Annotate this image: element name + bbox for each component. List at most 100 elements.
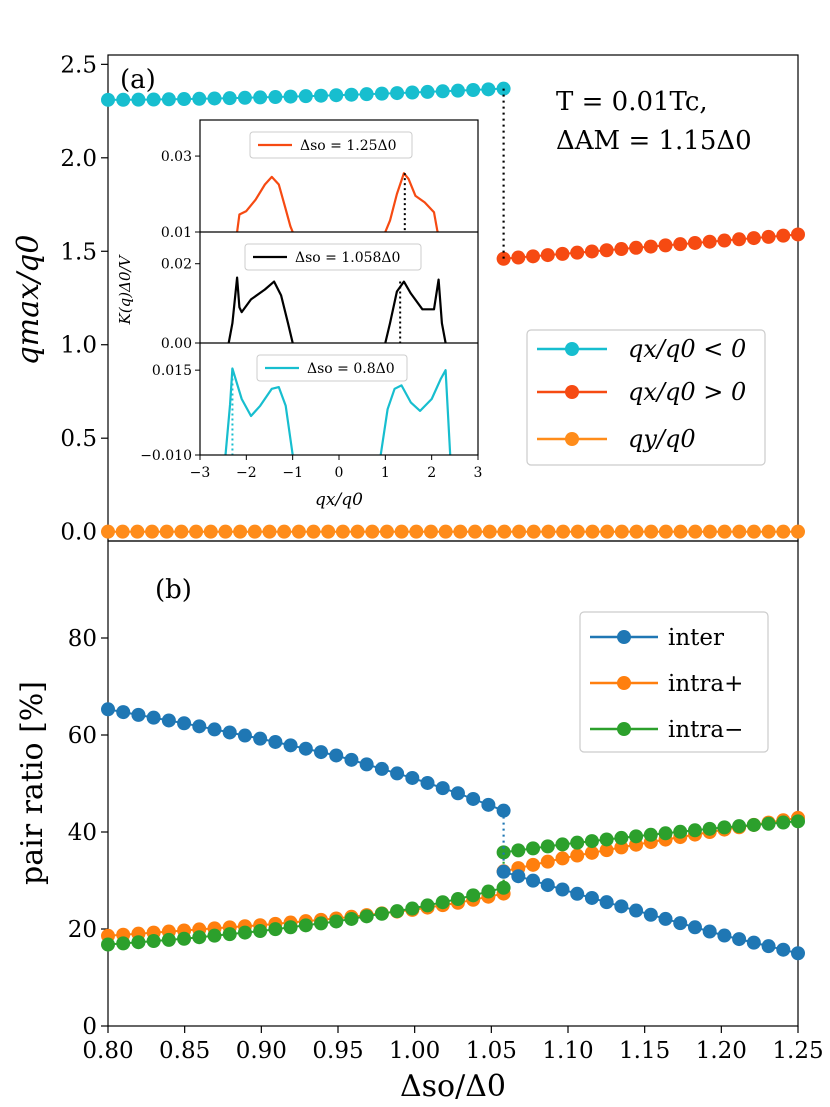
series-qx-negative-point [161,92,176,107]
series-qy-point [306,524,321,539]
panel-a-annotation-temperature: T = 0.01Tc, [556,87,708,117]
series-inter-right-point [732,932,747,947]
series-intra-plus-right-point [555,851,570,866]
x-tick-label: 1.05 [466,1038,517,1064]
series-inter-left-point [405,770,420,785]
series-qy-point [438,524,453,539]
series-inter-right-point [511,869,526,884]
series-qx-negative-point [207,91,222,106]
series-intra-minus-right-point [761,816,776,831]
panel-b-plot [101,702,805,961]
inset-x-tick-label: 3 [474,465,483,481]
series-inter-left-point [131,707,146,722]
series-inter-left-point [268,734,283,749]
series-intra-plus-right-point [540,854,555,869]
series-qy-point [614,524,629,539]
series-inter-left-point [101,702,115,717]
series-inter-right-point [746,935,761,950]
x-tick-label: 0.95 [312,1038,363,1064]
series-qy-point [145,524,160,539]
series-qx-positive-point [761,229,776,244]
series-qy-point [658,524,673,539]
series-qx-negative-point [298,89,313,104]
series-qx-negative-point [329,88,344,103]
series-qx-negative-point [101,92,115,107]
x-tick-label: 0.80 [82,1038,133,1064]
series-intra-minus-right-point [643,827,658,842]
series-intra-minus-left-point [116,936,131,951]
series-qy-point [688,524,703,539]
series-qy-point [644,524,659,539]
series-intra-minus-left-point [146,934,161,949]
series-qy-point [262,524,277,539]
series-qy-point [189,524,204,539]
legend-label-intra-plus: intra+ [668,671,743,697]
series-qy-point [277,524,292,539]
inset-legend-label: Δso = 0.8Δ0 [307,361,395,377]
series-intra-minus-left-point [450,892,465,907]
series-inter-right-point [614,899,629,914]
series-qy-point [600,524,615,539]
inset-y-tick-label: −0.010 [140,448,192,464]
panel-a-y-axis-label: qmax/q0 [11,235,46,366]
series-intra-minus-left-point [329,914,344,929]
panel-b-y-ticks: 0 20 40 60 80 [68,626,108,1040]
series-qx-negative-point [435,84,450,99]
series-qy-point [570,524,585,539]
y-tick-label: 1.5 [60,239,97,265]
y-tick-label: 2.0 [60,146,97,172]
panel-b: 0 20 40 60 80 (b) pair ratio [%] inter intra… [15,540,805,1040]
series-inter-right-point [584,890,599,905]
series-intra-minus-right-point [791,814,805,829]
series-intra-minus-left-point [374,906,389,921]
series-intra-minus-right-point [629,829,644,844]
series-qx-positive-point [526,249,541,264]
legend-label-qy: qy/q0 [628,425,696,453]
inset-curve-left [224,367,294,456]
panel-b-y-axis-label: pair ratio [%] [15,681,50,885]
y-tick-label: 1.0 [60,333,97,359]
series-qy-point [101,524,115,539]
series-qx-negative-point [283,89,298,104]
inset-legend-label: Δso = 1.25Δ0 [300,138,397,154]
series-inter-left-point [390,766,405,781]
series-intra-plus-right-point [599,843,614,858]
inset-legend-label: Δso = 1.058Δ0 [295,250,400,266]
series-intra-minus-left-point [481,884,496,899]
legend-marker-qy [565,432,579,446]
series-qy-point [468,524,483,539]
series-inter-left-point [253,731,268,746]
series-qx-positive-point [540,248,555,263]
series-qx-negative-point [177,92,192,107]
inset-content: 0.03 0.01 Δso = 1.25Δ0 0.02 0.00 Δso = 1.058Δ… [140,131,452,464]
series-qy-point [776,524,791,539]
series-inter-left-point [222,725,237,740]
legend-marker-intra-minus [617,722,631,736]
series-inter-left-point [466,791,481,806]
series-qx-negative-point [344,87,359,102]
series-intra-minus-left-point [207,928,222,943]
series-intra-minus-left-point [344,911,359,926]
series-inter-left-point [207,722,222,737]
series-qy-point [791,524,805,539]
series-intra-minus-left-point [466,888,481,903]
x-tick-label: 0.85 [159,1038,210,1064]
series-intra-minus-right-point [555,837,570,852]
inset-x-tick-label: −1 [282,465,303,481]
panel-b-label: (b) [155,575,192,605]
panel-a-y-ticks: 0.0 0.5 1.0 1.5 2.0 2.5 [60,52,108,546]
y-tick-label: 0.5 [60,426,97,452]
series-qx-positive-point [702,234,717,249]
series-qx-negative-point [314,88,329,103]
series-inter-left-point [146,710,161,725]
series-intra-minus-left-point [237,925,252,940]
series-intra-minus-right-point [687,823,702,838]
series-intra-minus-right-point [732,819,747,834]
x-tick-label: 1.00 [389,1038,440,1064]
series-inter-left-point [374,761,389,776]
series-qx-negative-point [481,82,496,97]
series-qx-positive-point [614,242,629,257]
series-intra-plus-right-point [584,845,599,860]
x-tick-label: 1.15 [619,1038,670,1064]
